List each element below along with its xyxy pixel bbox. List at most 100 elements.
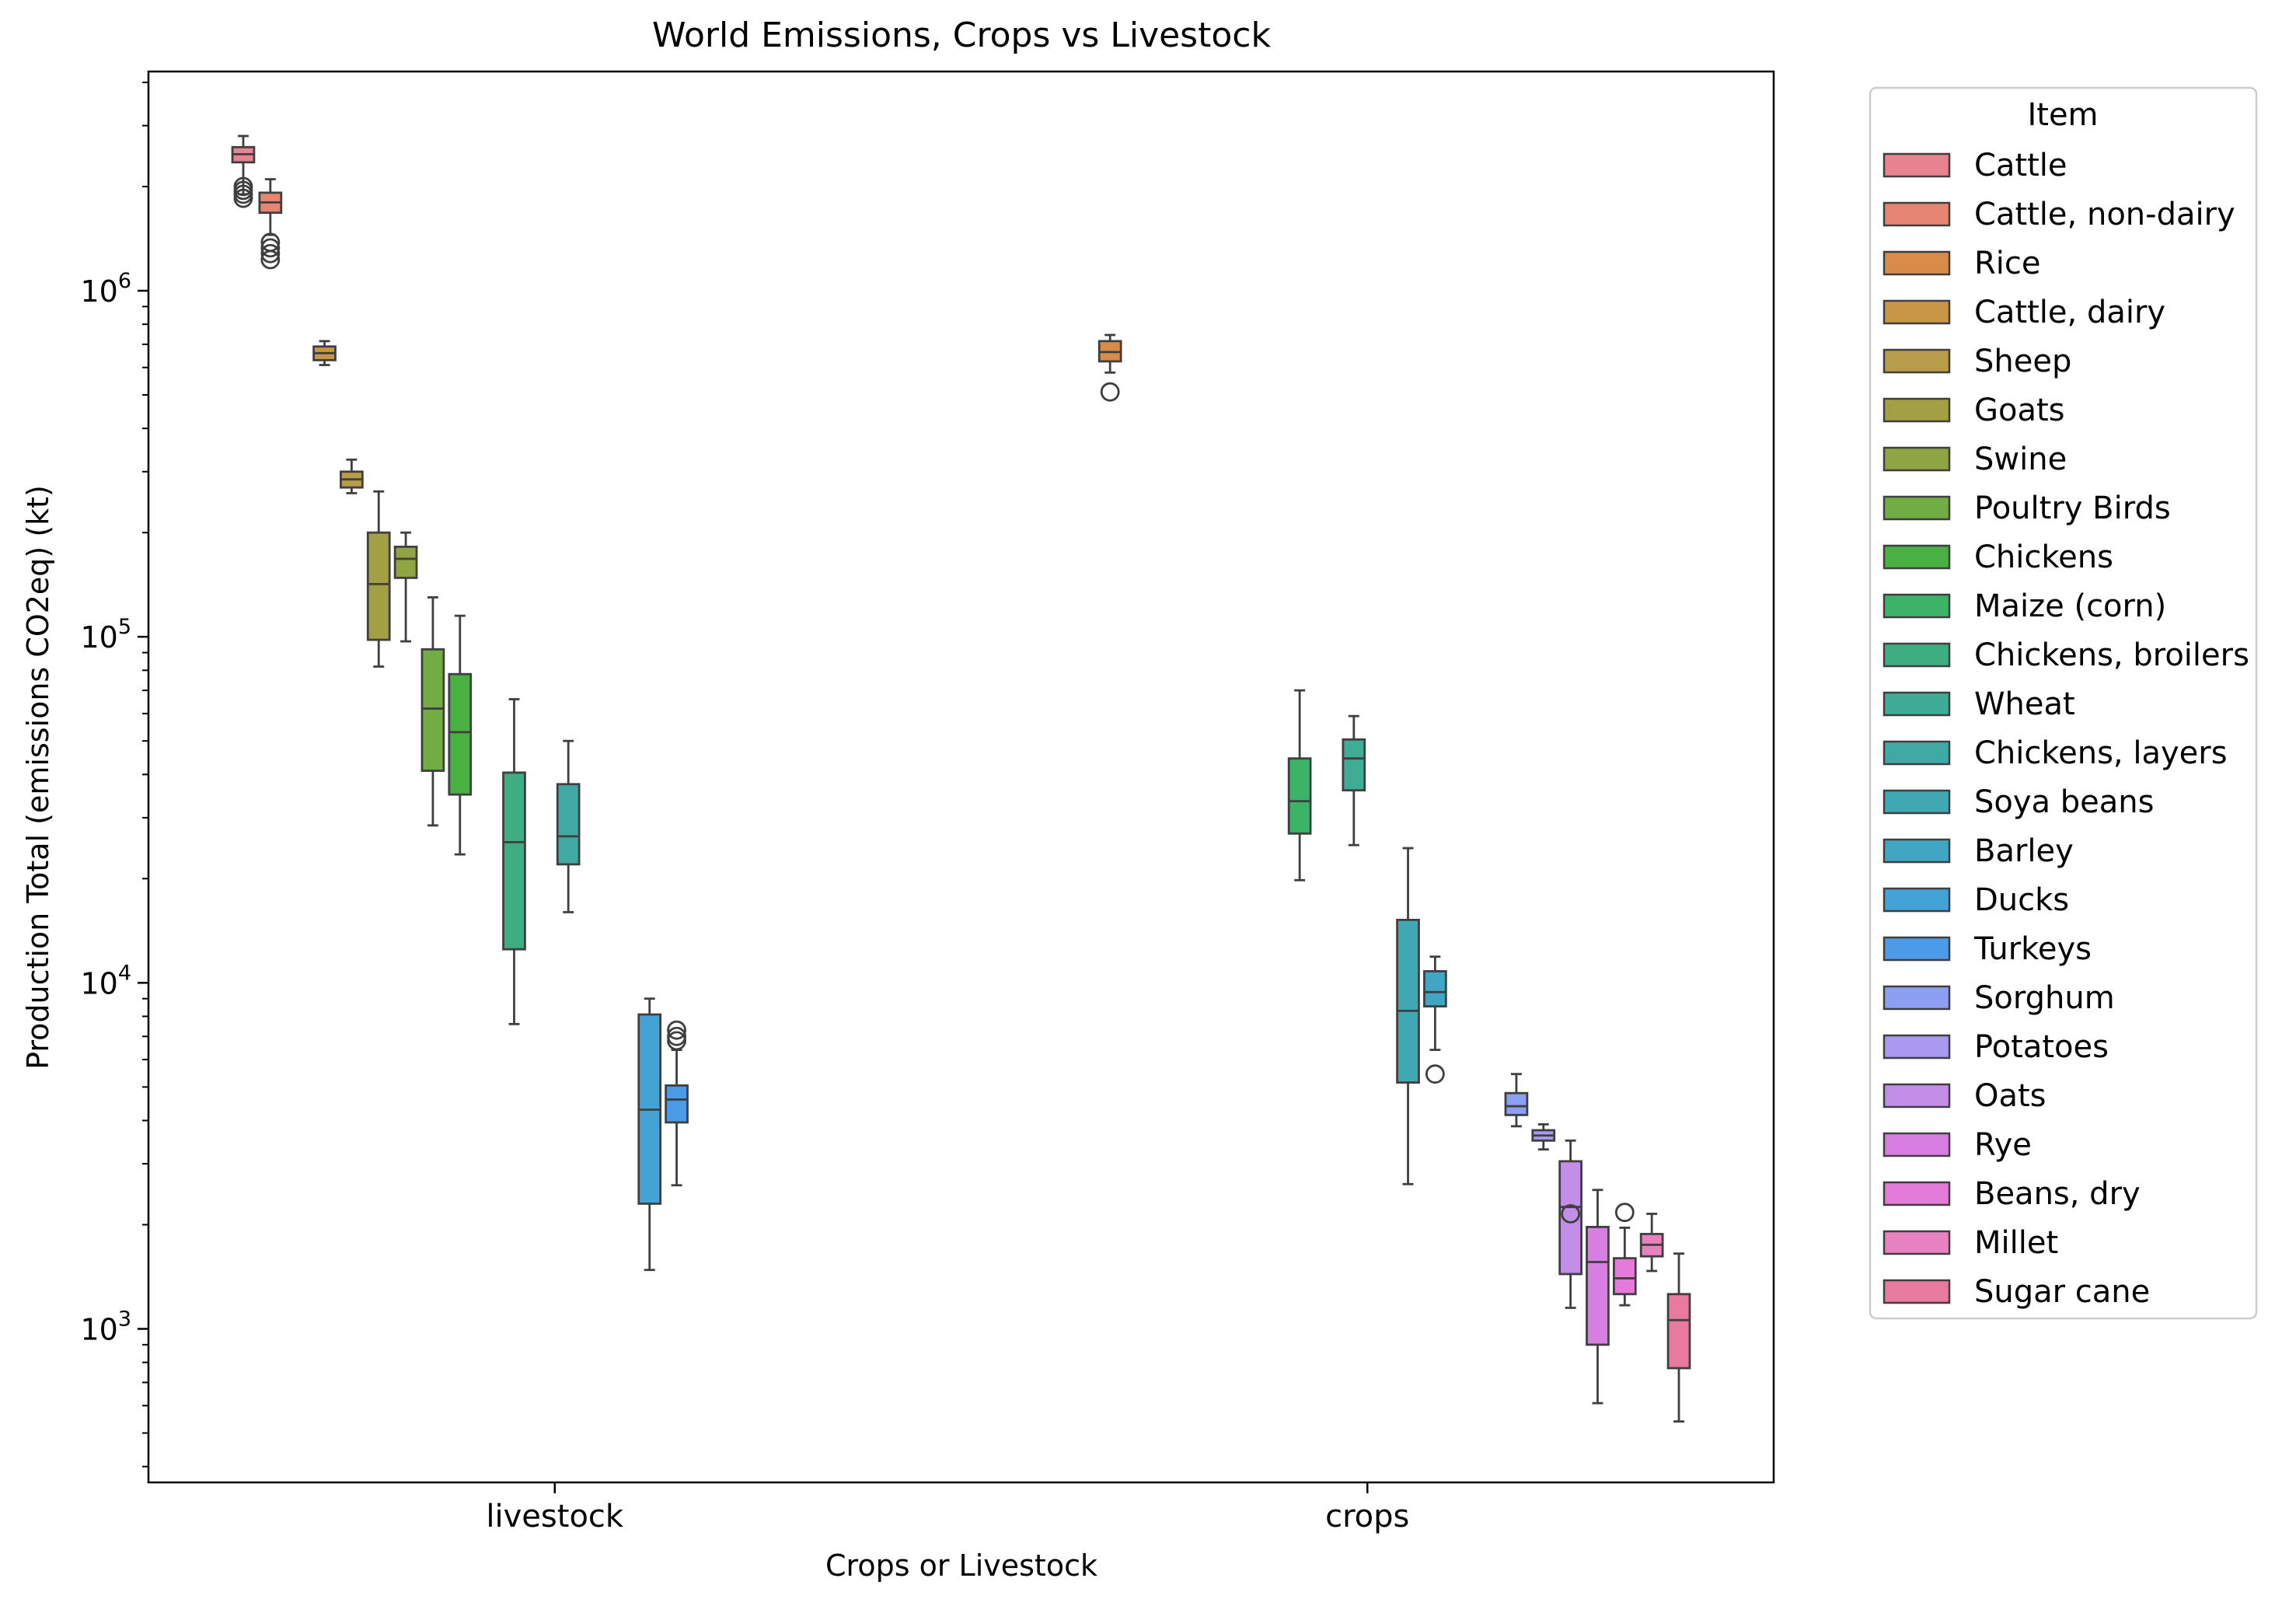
box (420, 648, 445, 772)
legend-label: Poultry Birds (1974, 491, 2171, 526)
legend-item: Chickens, broilers (1883, 637, 2249, 673)
box-poultry-birds-livestock (420, 596, 445, 827)
y-tick-label: 103 (80, 1307, 131, 1346)
plot-frame (147, 70, 1775, 1484)
outlier-point (233, 176, 253, 197)
legend-swatch (1883, 348, 1951, 374)
box-wheat-crops (1342, 714, 1366, 847)
legend-item: Cattle, dairy (1883, 295, 2165, 330)
box-rice-crops (1097, 333, 1122, 402)
plot-area (231, 134, 1691, 1423)
box (556, 783, 581, 866)
outlier-point (1614, 1203, 1635, 1223)
legend-item: Cattle, non-dairy (1883, 197, 2235, 232)
legend-label: Soya beans (1974, 784, 2154, 820)
legend-swatch (1883, 446, 1951, 472)
legend-label: Swine (1974, 442, 2067, 477)
box (1342, 738, 1366, 792)
y-tick-base: 10 (80, 1312, 117, 1346)
legend-swatch (1883, 1279, 1951, 1304)
legend-swatch (1883, 201, 1951, 227)
box (1396, 918, 1420, 1084)
outlier-point (1425, 1064, 1445, 1084)
y-tick-exponent: 6 (118, 269, 131, 293)
legend-swatch (1883, 740, 1951, 766)
legend-swatch (1883, 936, 1951, 962)
legend-item: Swine (1883, 442, 2067, 477)
legend-label: Cattle, dairy (1974, 295, 2165, 330)
legend-swatch (1883, 1083, 1951, 1108)
legend-swatch (1883, 152, 1951, 178)
legend-swatch (1883, 495, 1951, 521)
legend-swatch (1883, 985, 1951, 1011)
box (1504, 1091, 1529, 1116)
box (1612, 1257, 1637, 1296)
legend-label: Sheep (1974, 344, 2071, 379)
legend-item: Cattle (1883, 148, 2067, 183)
y-tick-label: 106 (80, 269, 131, 309)
legend-item: Soya beans (1883, 784, 2154, 820)
y-tick-label: 104 (80, 961, 131, 1000)
legend-swatch (1883, 1034, 1951, 1060)
x-axis: livestock crops (486, 1482, 1409, 1534)
box-cattle-non-dairy-livestock (258, 178, 283, 270)
legend-item: Sorghum (1883, 980, 2115, 1016)
legend-item: Beans, dry (1883, 1176, 2141, 1212)
legend-swatch (1883, 544, 1951, 570)
legend-label: Cattle, non-dairy (1974, 197, 2235, 232)
legend-item: Maize (corn) (1883, 588, 2166, 624)
legend-swatch (1883, 1230, 1951, 1255)
legend-label: Sorghum (1974, 980, 2115, 1016)
legend-label: Oats (1974, 1078, 2047, 1114)
legend-item: Chickens, layers (1883, 735, 2228, 771)
legend-swatch (1883, 397, 1951, 423)
x-axis-label: Crops or Livestock (825, 1548, 1097, 1583)
legend-item: Turkeys (1883, 931, 2092, 967)
legend-item: Rye (1883, 1127, 2032, 1163)
legend-item: Sugar cane (1883, 1274, 2150, 1310)
legend-item: Ducks (1883, 882, 2069, 918)
box-chickens-broilers-livestock (502, 698, 526, 1025)
legend-swatch (1883, 1181, 1951, 1206)
legend-label: Rye (1974, 1127, 2032, 1163)
box-ducks-livestock (637, 997, 662, 1272)
chart-title: World Emissions, Crops vs Livestock (652, 16, 1271, 55)
box (1666, 1293, 1691, 1370)
legend-label: Chickens, broilers (1974, 637, 2249, 673)
legend-label: Barley (1974, 833, 2074, 869)
y-tick-base: 10 (80, 274, 117, 309)
box-rye-crops (1586, 1189, 1610, 1405)
x-tick-label-livestock: livestock (486, 1499, 623, 1534)
y-tick-base: 10 (80, 620, 117, 655)
outlier-point (667, 1020, 686, 1040)
legend-item: Oats (1883, 1078, 2047, 1114)
y-tick-label: 105 (80, 615, 131, 655)
outlier-point (260, 238, 281, 258)
legend-swatch (1883, 887, 1951, 913)
legend: Item Cattle Cattle, non-dairy Rice Cattle, … (1869, 86, 2258, 1320)
box-sorghum-crops (1504, 1073, 1529, 1128)
legend-title: Item (2027, 97, 2098, 133)
box (502, 771, 526, 951)
legend-item: Wheat (1883, 686, 2075, 722)
outlier-point (260, 243, 281, 264)
legend-label: Ducks (1974, 882, 2069, 918)
legend-label: Beans, dry (1974, 1176, 2141, 1212)
legend-item: Rice (1883, 246, 2041, 281)
legend-label: Turkeys (1973, 931, 2092, 967)
legend-swatch (1883, 250, 1951, 276)
legend-swatch (1883, 593, 1951, 619)
y-tick-exponent: 3 (118, 1307, 131, 1331)
legend-swatch (1883, 838, 1951, 864)
legend-swatch (1883, 691, 1951, 717)
box-oats-crops (1558, 1139, 1582, 1309)
y-tick-exponent: 4 (118, 961, 131, 985)
box (393, 545, 418, 579)
box (1287, 757, 1312, 835)
outlier-point (260, 232, 281, 253)
legend-swatch (1883, 299, 1951, 325)
outlier-point (667, 1026, 686, 1046)
legend-item: Chickens (1883, 539, 2113, 575)
